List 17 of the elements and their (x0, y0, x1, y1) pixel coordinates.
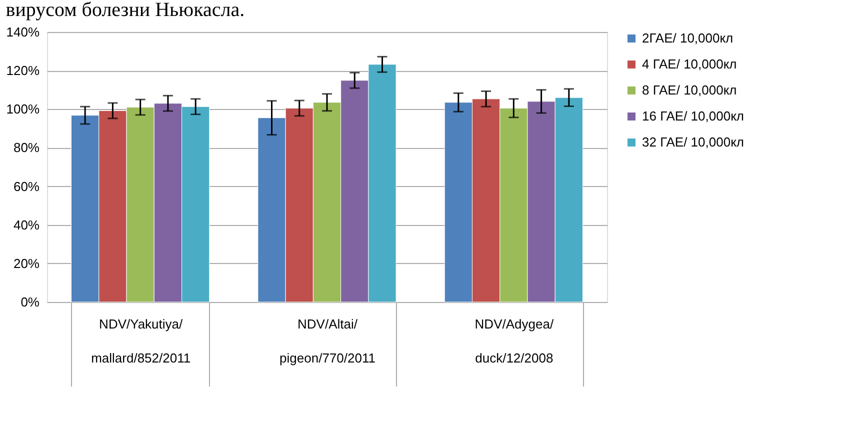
y-tick-label: 120% (6, 63, 40, 78)
legend-label: 2ГАЕ/ 10,000кл (642, 30, 734, 46)
legend-label: 16 ГАЕ/ 10,000кл (642, 108, 744, 124)
y-tick-label: 40% (13, 217, 40, 232)
y-tick-label: 140% (6, 24, 40, 40)
y-tick-label: 100% (6, 102, 40, 117)
legend-label: 4 ГАЕ/ 10,000кл (642, 56, 737, 72)
category-label: NDV/Altai/ pigeon/770/2011 (280, 316, 376, 366)
y-tick-label: 20% (13, 256, 40, 271)
text: вирусом болезни Ньюкасла. (6, 0, 245, 21)
y-tick-label: 80% (13, 140, 40, 156)
legend-label: 32 ГАЕ/ 10,000кл (642, 134, 744, 150)
y-tick-label: 60% (13, 178, 40, 194)
category-label: NDV/Yakutiya/ mallard/852/2011 (91, 316, 191, 366)
legend-label: 8 ГАЕ/ 10,000кл (642, 82, 737, 98)
y-tick-label: 0% (20, 294, 40, 310)
category-label: NDV/Adygea/ duck/12/2008 (474, 316, 554, 366)
